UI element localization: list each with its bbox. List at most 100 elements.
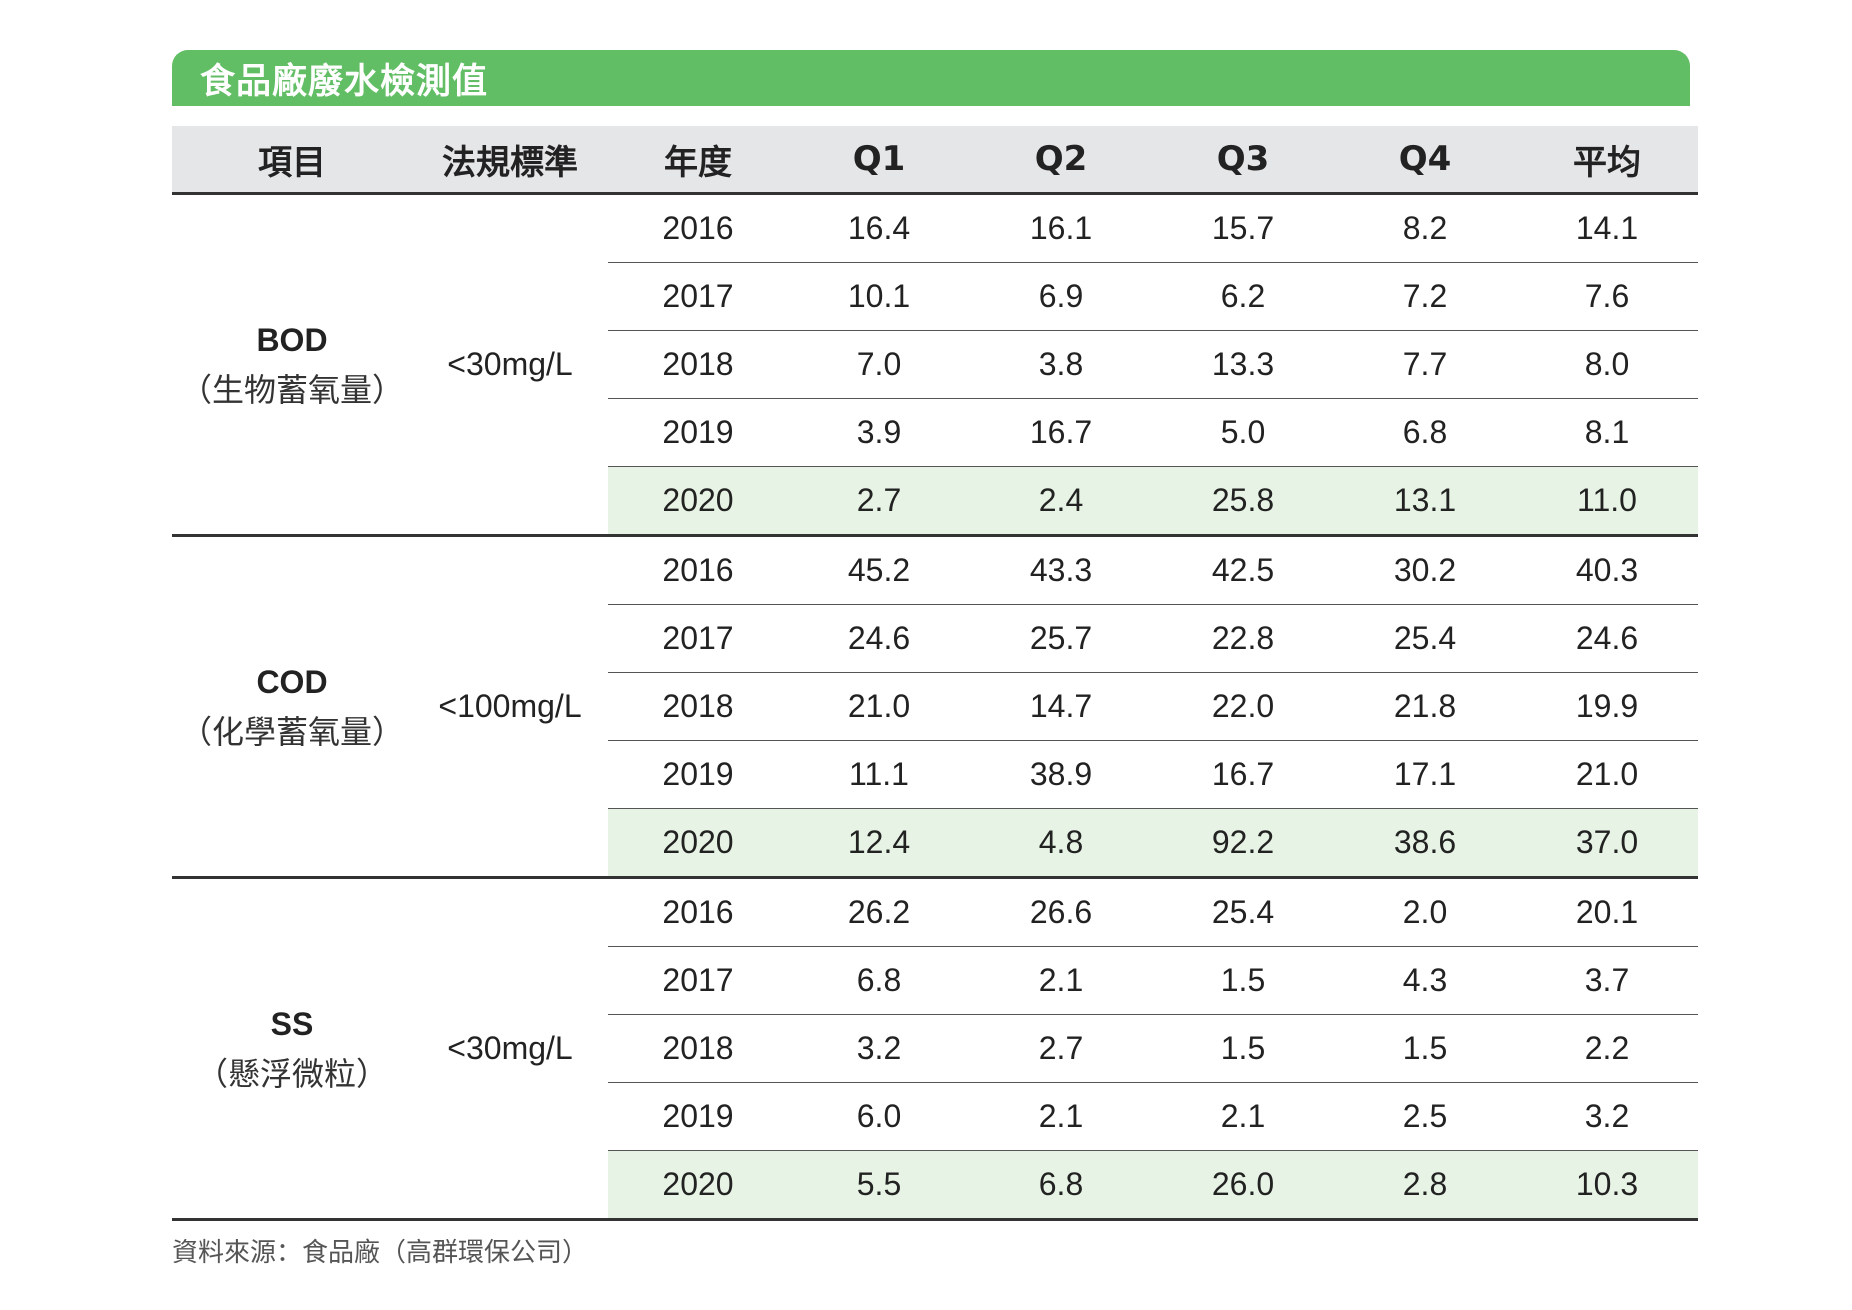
year-cell: 2020 <box>608 466 788 537</box>
average-cell: 7.6 <box>1516 262 1698 331</box>
table-row: 2017 6.8 2.1 1.5 4.3 3.7 <box>172 946 1698 1015</box>
table-row: 2019 6.0 2.1 2.1 2.5 3.2 <box>172 1082 1698 1151</box>
q4-cell: 7.2 <box>1334 262 1516 331</box>
header-standard: 法規標準 <box>412 126 608 195</box>
q3-cell: 5.0 <box>1152 398 1334 467</box>
q4-cell: 8.2 <box>1334 193 1516 263</box>
q3-cell: 13.3 <box>1152 330 1334 399</box>
q1-cell: 3.2 <box>788 1014 970 1083</box>
q4-cell: 13.1 <box>1334 466 1516 537</box>
q3-cell: 1.5 <box>1152 1014 1334 1083</box>
header-year: 年度 <box>608 126 788 195</box>
table-row: 2019 11.1 38.9 16.7 17.1 21.0 <box>172 740 1698 809</box>
item-code: COD <box>256 663 328 700</box>
q2-cell: 6.8 <box>970 1150 1152 1221</box>
year-cell: 2019 <box>608 398 788 467</box>
item-name: （化學蓄氧量） <box>179 712 404 751</box>
header-q1: Q1 <box>788 126 970 195</box>
header-q3: Q3 <box>1152 126 1334 195</box>
q3-cell: 22.8 <box>1152 604 1334 673</box>
q3-cell: 25.4 <box>1152 877 1334 947</box>
year-cell: 2020 <box>608 1150 788 1221</box>
standard-cell: <100mg/L <box>412 535 608 879</box>
q4-cell: 2.0 <box>1334 877 1516 947</box>
q2-cell: 3.8 <box>970 330 1152 399</box>
table-row: 2020 2.7 2.4 25.8 13.1 11.0 <box>172 466 1698 537</box>
q1-cell: 11.1 <box>788 740 970 809</box>
year-cell: 2016 <box>608 193 788 263</box>
q3-cell: 22.0 <box>1152 672 1334 741</box>
q4-cell: 17.1 <box>1334 740 1516 809</box>
q1-cell: 7.0 <box>788 330 970 399</box>
q4-cell: 30.2 <box>1334 535 1516 605</box>
q2-cell: 4.8 <box>970 808 1152 879</box>
q4-cell: 25.4 <box>1334 604 1516 673</box>
year-cell: 2017 <box>608 604 788 673</box>
standard-cell: <30mg/L <box>412 193 608 537</box>
average-cell: 21.0 <box>1516 740 1698 809</box>
year-cell: 2017 <box>608 262 788 331</box>
header-q2: Q2 <box>970 126 1152 195</box>
q1-cell: 24.6 <box>788 604 970 673</box>
q3-cell: 15.7 <box>1152 193 1334 263</box>
table-row: 2020 12.4 4.8 92.2 38.6 37.0 <box>172 808 1698 879</box>
item-cell: BOD （生物蓄氧量） <box>172 193 412 537</box>
q3-cell: 25.8 <box>1152 466 1334 537</box>
year-cell: 2018 <box>608 672 788 741</box>
average-cell: 3.7 <box>1516 946 1698 1015</box>
q2-cell: 26.6 <box>970 877 1152 947</box>
q3-cell: 2.1 <box>1152 1082 1334 1151</box>
average-cell: 2.2 <box>1516 1014 1698 1083</box>
q1-cell: 16.4 <box>788 193 970 263</box>
table-row: 2017 24.6 25.7 22.8 25.4 24.6 <box>172 604 1698 673</box>
item-name: （生物蓄氧量） <box>179 370 404 409</box>
table-row: 2018 3.2 2.7 1.5 1.5 2.2 <box>172 1014 1698 1083</box>
q1-cell: 21.0 <box>788 672 970 741</box>
q2-cell: 16.1 <box>970 193 1152 263</box>
table-row: 2020 5.5 6.8 26.0 2.8 10.3 <box>172 1150 1698 1221</box>
header-item: 項目 <box>172 126 412 195</box>
year-cell: 2018 <box>608 1014 788 1083</box>
q4-cell: 1.5 <box>1334 1014 1516 1083</box>
table-row: 2019 3.9 16.7 5.0 6.8 8.1 <box>172 398 1698 467</box>
table-row: 2018 21.0 14.7 22.0 21.8 19.9 <box>172 672 1698 741</box>
year-cell: 2019 <box>608 1082 788 1151</box>
average-cell: 11.0 <box>1516 466 1698 537</box>
year-cell: 2020 <box>608 808 788 879</box>
q4-cell: 7.7 <box>1334 330 1516 399</box>
q1-cell: 12.4 <box>788 808 970 879</box>
average-cell: 37.0 <box>1516 808 1698 879</box>
q2-cell: 43.3 <box>970 535 1152 605</box>
q2-cell: 25.7 <box>970 604 1152 673</box>
q1-cell: 3.9 <box>788 398 970 467</box>
year-cell: 2016 <box>608 535 788 605</box>
year-cell: 2017 <box>608 946 788 1015</box>
average-cell: 10.3 <box>1516 1150 1698 1221</box>
table-row: SS （懸浮微粒） <30mg/L 2016 26.2 26.6 25.4 2.0 20.1 <box>172 877 1698 1221</box>
table-row: COD （化學蓄氧量） <100mg/L 2016 45.2 43.3 42.5 30.2 40… <box>172 535 1698 879</box>
item-cell: COD （化學蓄氧量） <box>172 535 412 879</box>
wastewater-table: 項目 法規標準 年度 Q1 Q2 Q3 Q4 平均 BOD （生物蓄氧量） <30m… <box>172 126 1698 1221</box>
q1-cell: 10.1 <box>788 262 970 331</box>
table-row: 2018 7.0 3.8 13.3 7.7 8.0 <box>172 330 1698 399</box>
table-title: 食品廠廢水檢測值 <box>200 61 489 102</box>
item-name: （懸浮微粒） <box>195 1054 388 1093</box>
q2-cell: 38.9 <box>970 740 1152 809</box>
q2-cell: 2.1 <box>970 946 1152 1015</box>
q4-cell: 6.8 <box>1334 398 1516 467</box>
year-cell: 2019 <box>608 740 788 809</box>
q1-cell: 26.2 <box>788 877 970 947</box>
header-q4: Q4 <box>1334 126 1516 195</box>
average-cell: 20.1 <box>1516 877 1698 947</box>
q3-cell: 26.0 <box>1152 1150 1334 1221</box>
q2-cell: 14.7 <box>970 672 1152 741</box>
item-code: BOD <box>256 321 328 358</box>
item-code: SS <box>270 1005 314 1042</box>
header-row: 項目 法規標準 年度 Q1 Q2 Q3 Q4 平均 <box>172 126 1698 195</box>
q4-cell: 21.8 <box>1334 672 1516 741</box>
source-note: 資料來源：食品廠（高群環保公司） <box>172 1238 589 1268</box>
table-row: BOD （生物蓄氧量） <30mg/L 2016 16.4 16.1 15.7 8.2 14.1 <box>172 193 1698 537</box>
q2-cell: 2.1 <box>970 1082 1152 1151</box>
q3-cell: 92.2 <box>1152 808 1334 879</box>
item-cell: SS （懸浮微粒） <box>172 877 412 1221</box>
